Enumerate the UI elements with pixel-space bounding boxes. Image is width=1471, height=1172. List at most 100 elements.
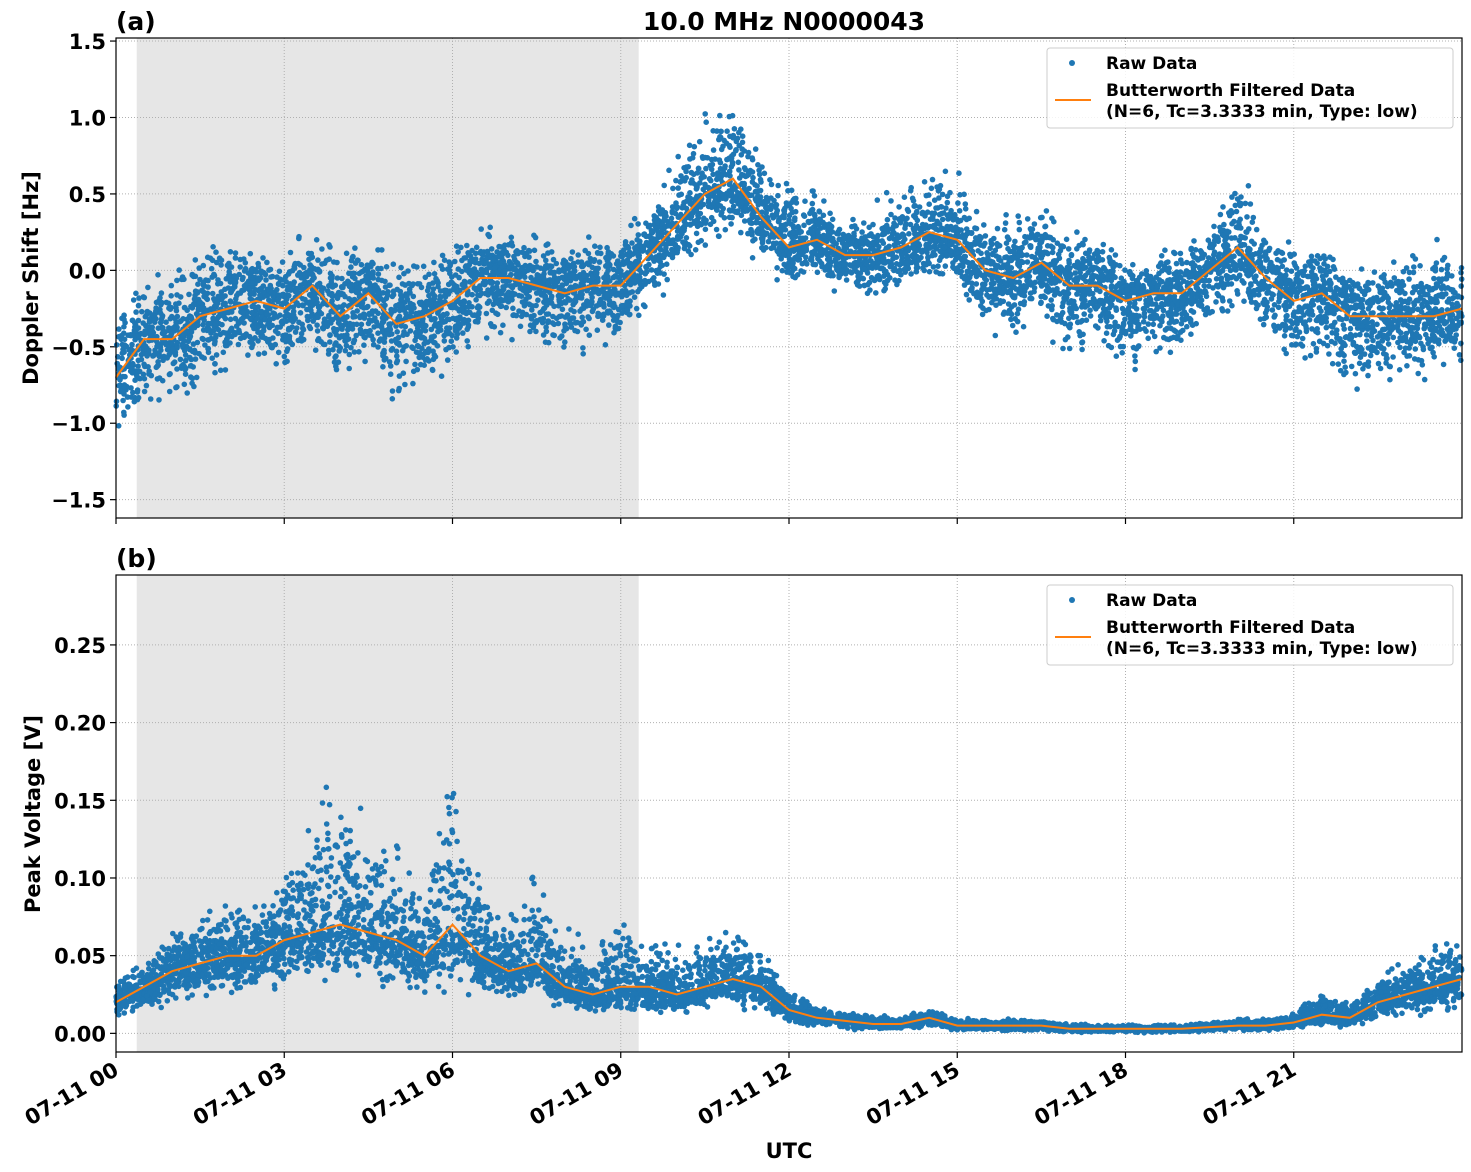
raw-data-point	[1060, 345, 1066, 352]
raw-data-point	[929, 252, 935, 259]
raw-data-point	[1049, 249, 1056, 256]
raw-data-point	[380, 364, 386, 370]
raw-data-point	[300, 336, 307, 343]
raw-data-point	[1042, 269, 1048, 276]
raw-data-point	[439, 266, 446, 273]
raw-data-point	[997, 298, 1004, 304]
raw-data-point	[318, 339, 325, 345]
raw-data-point	[151, 318, 157, 324]
raw-data-point	[440, 311, 447, 318]
raw-data-point	[867, 287, 873, 293]
raw-data-point	[274, 286, 280, 293]
raw-data-point	[1080, 263, 1087, 270]
raw-data-point	[527, 322, 534, 329]
raw-data-point	[455, 266, 462, 272]
raw-data-point	[1083, 278, 1089, 285]
raw-data-point	[760, 247, 767, 253]
raw-data-point	[138, 356, 145, 363]
raw-data-point	[654, 220, 661, 226]
raw-data-point	[227, 316, 234, 323]
raw-data-point	[394, 358, 401, 364]
raw-data-point	[393, 348, 400, 355]
raw-data-point	[926, 201, 932, 207]
raw-data-point	[222, 330, 229, 336]
raw-data-point	[135, 302, 142, 309]
raw-data-point	[144, 353, 150, 359]
raw-data-point	[818, 248, 824, 255]
raw-data-point	[502, 268, 508, 274]
x-axis-label: UTC	[766, 1139, 813, 1163]
y-tick-label: −0.5	[51, 336, 106, 360]
raw-data-point	[1042, 231, 1049, 238]
raw-data-point	[883, 222, 890, 229]
raw-data-point	[913, 268, 920, 275]
raw-data-point	[861, 282, 868, 289]
raw-data-point	[1015, 213, 1021, 219]
raw-data-point	[765, 238, 772, 245]
raw-data-point	[556, 269, 562, 275]
raw-data-point	[163, 319, 169, 326]
raw-data-point	[257, 269, 264, 275]
raw-data-point	[155, 272, 161, 278]
raw-data-point	[1001, 285, 1007, 291]
raw-data-point	[134, 325, 140, 331]
raw-data-point	[586, 315, 592, 322]
raw-data-point	[296, 269, 303, 276]
raw-data-point	[121, 349, 127, 356]
raw-data-point	[851, 265, 858, 272]
raw-data-point	[551, 332, 557, 339]
raw-data-point	[532, 234, 539, 241]
raw-data-point	[732, 196, 738, 203]
raw-data-point	[849, 235, 856, 242]
raw-data-point	[315, 257, 321, 263]
raw-data-point	[774, 277, 780, 283]
raw-data-point	[275, 349, 282, 356]
raw-data-point	[563, 280, 570, 287]
raw-data-point	[206, 326, 213, 333]
raw-data-point	[610, 312, 616, 319]
raw-data-point	[1060, 289, 1067, 295]
raw-data-point	[494, 311, 501, 318]
raw-data-point	[1072, 270, 1079, 276]
raw-data-point	[989, 251, 996, 258]
raw-data-point	[400, 370, 407, 377]
raw-data-point	[1113, 353, 1120, 360]
raw-data-point	[595, 313, 601, 320]
raw-data-point	[781, 208, 788, 214]
raw-data-point	[1080, 241, 1086, 248]
raw-data-point	[189, 305, 196, 311]
raw-data-point	[285, 312, 292, 318]
raw-data-point	[535, 297, 541, 304]
raw-data-point	[327, 332, 333, 339]
raw-data-point	[702, 226, 709, 233]
raw-data-point	[646, 261, 652, 268]
raw-data-point	[357, 314, 363, 321]
raw-data-point	[509, 290, 515, 297]
raw-data-point	[328, 279, 335, 286]
raw-data-point	[519, 265, 525, 272]
raw-data-point	[904, 215, 910, 222]
raw-data-point	[721, 195, 728, 201]
raw-data-point	[259, 329, 265, 335]
raw-data-point	[414, 366, 421, 373]
raw-data-point	[713, 196, 720, 203]
raw-data-point	[881, 287, 887, 294]
raw-data-point	[637, 286, 643, 292]
raw-data-point	[361, 277, 368, 283]
raw-data-point	[151, 351, 158, 358]
raw-data-point	[139, 308, 145, 315]
raw-data-point	[469, 247, 475, 254]
raw-data-point	[478, 266, 485, 273]
raw-data-point	[745, 149, 752, 156]
raw-data-point	[973, 281, 980, 287]
raw-data-point	[403, 358, 409, 365]
raw-data-point	[713, 207, 720, 213]
raw-data-point	[772, 204, 779, 211]
raw-data-point	[208, 335, 214, 342]
raw-data-point	[666, 223, 672, 229]
raw-data-point	[219, 294, 226, 301]
raw-data-point	[809, 188, 816, 194]
raw-data-point	[801, 213, 808, 219]
raw-data-point	[387, 363, 394, 369]
raw-data-point	[491, 324, 498, 330]
